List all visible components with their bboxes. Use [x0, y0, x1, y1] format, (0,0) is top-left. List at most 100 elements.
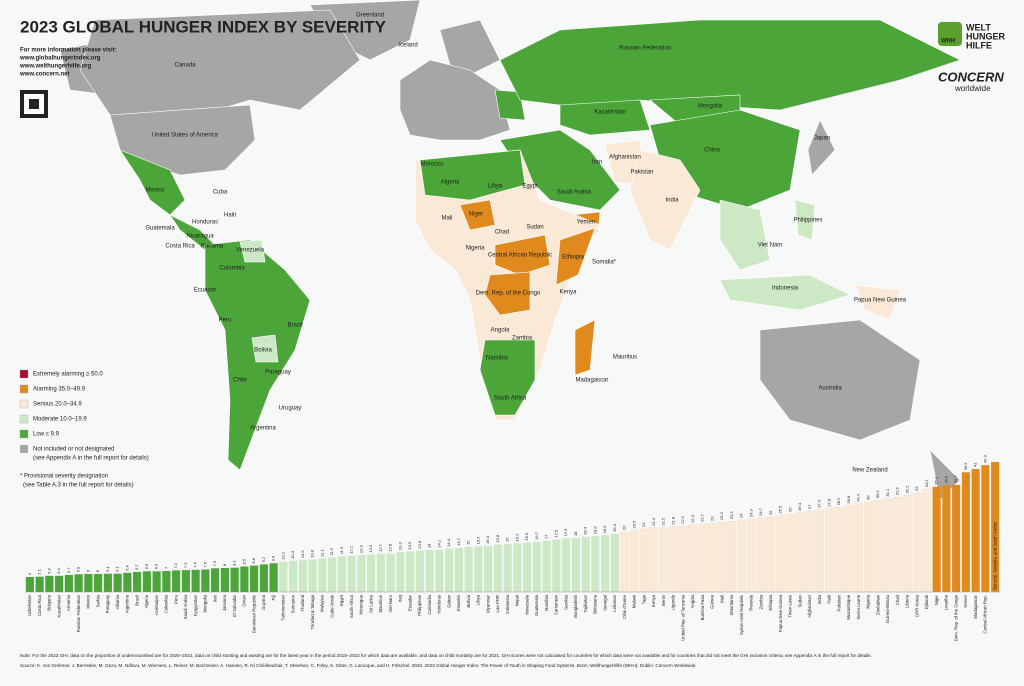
southeast-asia [719, 199, 771, 271]
value-label: 16 [505, 537, 510, 542]
country-tick-label: Oman [242, 594, 247, 606]
country-tick-label: Guinea-Bissau [885, 594, 890, 623]
car-south-sudan [494, 234, 551, 276]
value-label: 16.2 [514, 533, 519, 542]
bar [45, 575, 54, 592]
provisional-bar [991, 462, 1000, 592]
legend-note: (see Appendix A in the full report for d… [33, 456, 149, 462]
value-label: 15 [466, 540, 471, 545]
country-label: China [704, 148, 720, 154]
country-tick-label: Guinea [710, 594, 715, 608]
country-tick-label: Lao PDR [495, 595, 500, 612]
legend-note: (see Table A.3 in the full report for de… [23, 483, 134, 489]
country-tick-label: Myanmar [485, 594, 490, 612]
country-tick-label: Botswana [593, 594, 598, 613]
bar [259, 564, 268, 592]
info-line: www.welthungerhilfe.org [19, 64, 91, 70]
country-tick-label: Mali [719, 595, 724, 603]
bar [610, 533, 619, 592]
australia [759, 319, 921, 441]
country-tick-label: Cabo Verde [329, 594, 334, 617]
bar [795, 512, 805, 593]
bar [298, 560, 307, 592]
value-label: 5.4 [46, 567, 51, 573]
country-label: Venezuela [236, 248, 265, 254]
bar [474, 546, 483, 592]
bar [630, 530, 639, 593]
value-label: 7.4 [193, 561, 198, 567]
value-label: 5.9 [76, 566, 81, 572]
value-label: 6 [95, 569, 100, 572]
bar [35, 576, 44, 592]
value-label: 26 [787, 507, 792, 512]
value-label: 23.6 [729, 511, 734, 520]
country-label: Libya [488, 184, 503, 190]
bar [181, 570, 190, 592]
country-label: Iran [592, 160, 602, 166]
bar [523, 542, 532, 592]
value-label: 39.9 [963, 462, 968, 471]
country-tick-label: Cameroon [554, 594, 559, 615]
bar [191, 569, 200, 592]
country-tick-label: Kenya [651, 594, 656, 607]
value-label: 11.5 [329, 547, 334, 555]
country-tick-label: Jamaica [222, 594, 227, 611]
value-label: 18.4 [583, 526, 588, 535]
bar [747, 518, 756, 593]
country-tick-label: Russian Federation [76, 594, 81, 632]
value-label: 28.2 [836, 497, 841, 506]
country-label: Saudi Arabia [557, 190, 592, 196]
value-label: 6.9 [144, 563, 149, 569]
country-tick-label: Argentina [125, 594, 130, 613]
value-label: 10.6 [300, 550, 305, 559]
logo-text: HUNGER [966, 31, 1006, 41]
value-label: 13.8 [417, 540, 422, 549]
bar [815, 509, 824, 593]
country-label: Uruguay [279, 406, 302, 412]
country-label: Haiti [224, 213, 236, 219]
provisional-bar-label: Burundi, Somalia, and South Sudan [992, 521, 997, 590]
value-label: 24 [739, 513, 744, 518]
country-label: Yemen [577, 220, 595, 226]
country-label: Costa Rica [165, 244, 195, 250]
value-label: 6.9 [154, 563, 159, 569]
value-label: 12.7 [378, 543, 383, 552]
value-label: 14.1 [436, 539, 441, 548]
country-tick-label: Azerbaijan [154, 594, 159, 615]
value-label: 18 [573, 531, 578, 536]
country-tick-label: Costa Rica [37, 594, 42, 616]
country-tick-label: Guatemala [534, 594, 539, 616]
value-label: 35.5 [943, 475, 948, 484]
bar [562, 538, 571, 592]
bar [103, 573, 112, 592]
value-label: 27.8 [826, 498, 831, 507]
value-label: 10.1 [280, 551, 285, 560]
value-label: 18.6 [592, 526, 597, 535]
country-label: Philippines [793, 218, 822, 224]
country-label: Cuba [213, 190, 228, 196]
country-tick-label: Papua New Guinea [778, 594, 783, 632]
country-tick-label: Haiti [827, 595, 832, 604]
bar [542, 541, 551, 592]
country-tick-label: Tajikistan [583, 594, 588, 612]
country-tick-label: Ecuador [407, 594, 412, 611]
bar [367, 554, 376, 592]
country-label: Pakistan [630, 170, 653, 176]
country-label: Canada [174, 63, 196, 69]
country-label: Sudan [526, 225, 543, 231]
bar [912, 492, 922, 593]
bar [639, 528, 649, 593]
value-label: 33 [914, 486, 919, 491]
bar [727, 521, 737, 593]
country-label: Dem. Rep. of the Congo [476, 291, 541, 297]
country-label: Algeria [441, 180, 460, 186]
country-label: India [665, 198, 679, 204]
bar [133, 571, 142, 592]
country-label: Indonesia [772, 286, 799, 292]
bar [503, 544, 512, 592]
country-tick-label: Timor-Leste [788, 594, 793, 617]
country-label: South Africa [494, 396, 527, 402]
country-tick-label: Philippines [417, 595, 422, 616]
country-label: Papua New Guinea [854, 298, 907, 304]
country-label: Honduras [192, 220, 218, 226]
